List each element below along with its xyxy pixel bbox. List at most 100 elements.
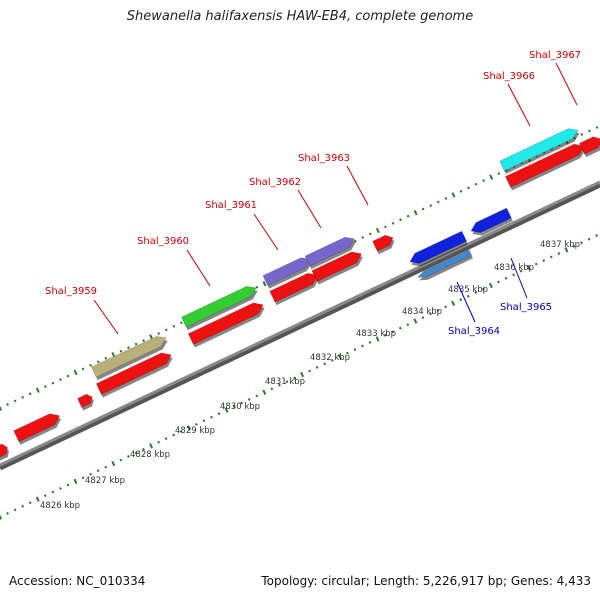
lower-tick <box>361 344 364 348</box>
upper-tick <box>13 399 17 403</box>
gene-shal-3965 <box>470 207 512 233</box>
kbp-label: 4834 kbp <box>402 307 442 317</box>
lower-tick <box>28 501 32 505</box>
cds-red <box>13 413 61 443</box>
lower-tick <box>436 308 440 312</box>
lower-tick <box>346 351 349 355</box>
lower-tick <box>534 262 538 266</box>
gene-label-leader <box>456 281 476 323</box>
gene-shal-3962 <box>304 236 355 267</box>
gene-label-leader <box>253 213 279 251</box>
upper-tick <box>59 378 62 382</box>
lower-tick <box>224 407 229 413</box>
kbp-label: 4828 kbp <box>130 450 170 460</box>
gene-shal-3964 <box>409 230 467 264</box>
backbone-shadow <box>0 182 600 471</box>
lower-tick <box>353 348 357 352</box>
upper-tick <box>51 381 55 385</box>
kbp-label: 4836 kbp <box>494 263 534 273</box>
genome-backbone <box>0 180 600 471</box>
lower-tick <box>308 369 312 373</box>
upper-tick <box>482 179 486 183</box>
kbp-label: 4833 kbp <box>356 329 396 339</box>
lower-tick <box>247 398 251 401</box>
lower-tick <box>127 455 130 458</box>
cds-red <box>0 443 8 458</box>
lower-tick <box>375 336 380 342</box>
cds-red <box>579 136 600 155</box>
gene-label: Shal_3963 <box>298 153 350 164</box>
gene-shal-3960 <box>181 286 257 328</box>
lower-tick <box>564 247 569 253</box>
upper-tick <box>157 331 161 335</box>
upper-tick <box>127 346 130 350</box>
cds-steel <box>417 249 472 278</box>
lower-tick <box>497 280 500 284</box>
upper-tick <box>66 374 70 378</box>
upper-tick <box>28 392 32 396</box>
lower-tick <box>217 412 221 416</box>
lower-tick <box>595 234 598 238</box>
lower-tick <box>119 458 123 462</box>
lower-tick <box>96 469 100 473</box>
kbp-label: 4826 kbp <box>40 501 80 511</box>
lower-tick <box>66 483 70 487</box>
lower-tick <box>526 264 531 271</box>
upper-tick <box>474 182 478 186</box>
lower-tick <box>21 504 25 508</box>
lower-tick <box>142 447 145 451</box>
upper-tick <box>391 221 395 225</box>
gene-label: Shal_3965 <box>500 302 552 313</box>
gene-label-leader <box>186 249 211 287</box>
map-title: Shewanella halifaxensis HAW-EB4, complet… <box>126 9 474 24</box>
lower-tick <box>6 512 9 515</box>
lower-tick <box>391 330 395 334</box>
lower-tick <box>81 476 85 480</box>
lower-tick <box>330 358 334 362</box>
labels: 4826 kbp 4827 kbp 4828 kbp 4829 kbp 4830 kbp… <box>40 50 581 511</box>
lower-tick <box>474 291 478 295</box>
gene-label: Shal_3962 <box>249 177 301 188</box>
upper-tick <box>595 125 599 129</box>
backbone-line <box>0 180 600 467</box>
lower-tick <box>481 287 485 291</box>
lower-tick <box>512 273 515 277</box>
kbp-label: 4829 kbp <box>175 426 215 436</box>
cds-red <box>311 251 362 282</box>
upper-tick <box>444 197 448 200</box>
lower-tick <box>466 294 470 298</box>
lower-tick <box>202 419 206 423</box>
upper-tick <box>467 186 470 190</box>
lower-tick <box>0 514 2 520</box>
upper-tick <box>142 339 145 342</box>
kbp-label: 4837 kbp <box>540 240 580 250</box>
lower-tick <box>488 282 493 289</box>
lower-tick <box>134 451 138 455</box>
lower-tick <box>519 269 523 273</box>
upper-tick <box>406 214 410 218</box>
lower-tick <box>421 316 425 319</box>
upper-tick <box>459 189 463 193</box>
upper-tick <box>89 363 93 367</box>
lower-tick <box>429 312 432 316</box>
gene-label: Shal_3966 <box>483 71 535 82</box>
gene-label-leader <box>297 189 322 229</box>
lower-tick <box>580 241 583 245</box>
upper-tick <box>73 369 78 376</box>
lower-tick <box>172 433 176 437</box>
upper-tick <box>262 281 267 287</box>
upper-tick <box>353 239 357 243</box>
lower-tick <box>315 365 319 369</box>
upper-tick <box>6 403 9 406</box>
upper-tick <box>399 218 402 222</box>
lower-tick <box>59 487 62 490</box>
gene-shal-3966 <box>499 128 579 172</box>
lower-tick <box>104 465 108 469</box>
upper-tick <box>43 385 47 389</box>
lower-tick <box>210 415 213 419</box>
lower-tick <box>572 244 576 248</box>
upper-tick <box>119 349 123 353</box>
gene-label-leader <box>93 299 119 335</box>
upper-tick <box>451 192 456 198</box>
